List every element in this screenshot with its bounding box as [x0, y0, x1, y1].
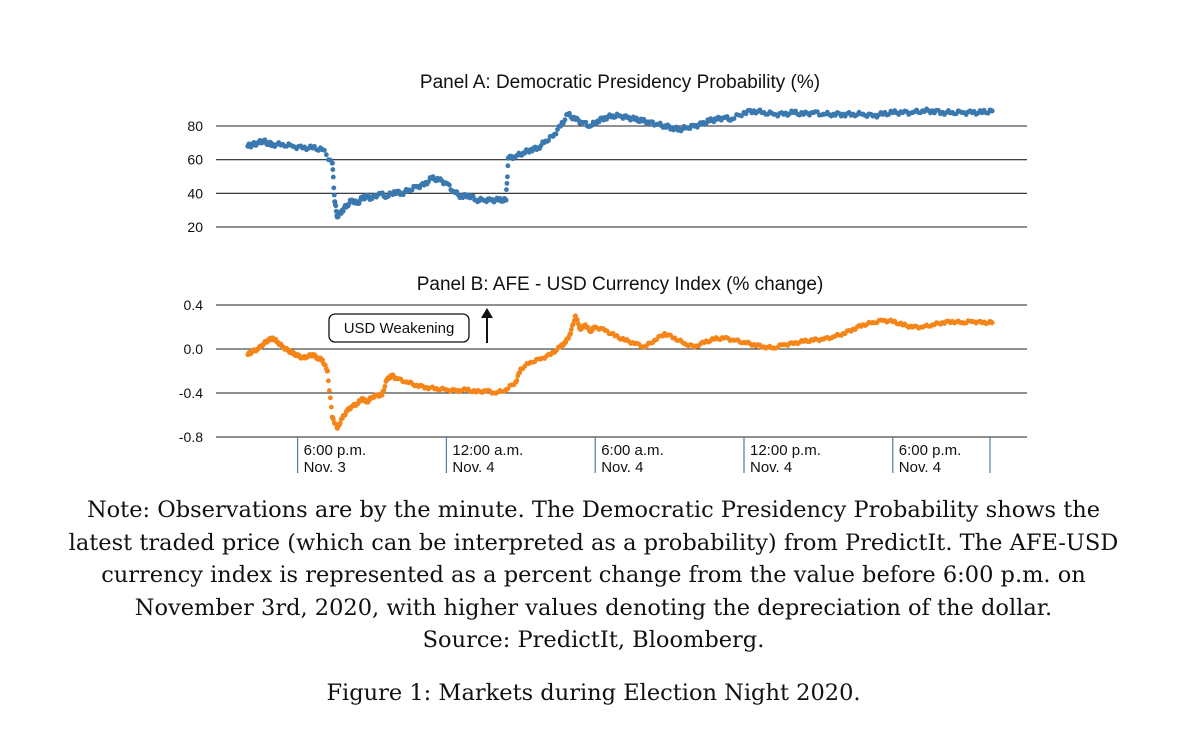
panel-b-data-point	[337, 420, 343, 426]
note-line: Note: Observations are by the minute. Th…	[86, 497, 1101, 523]
x-tick-label: 6:00 a.m.	[601, 442, 664, 459]
panel-b-data-point	[327, 395, 333, 401]
x-tick-sublabel: Nov. 4	[750, 459, 792, 476]
x-axis: 6:00 p.m.Nov. 312:00 a.m.Nov. 46:00 a.m.…	[297, 437, 991, 476]
panel-a-data-point	[503, 197, 509, 203]
panel-b-title: Panel B: AFE - USD Currency Index (% cha…	[417, 274, 824, 295]
panel-a-data-point	[333, 203, 339, 209]
x-tick-label: 12:00 a.m.	[452, 442, 523, 459]
panel-b-data-point	[328, 404, 334, 410]
panel-a-data-point	[553, 131, 559, 137]
panel-a-y-tick-label: 80	[187, 118, 203, 134]
panel-a-y-tick-label: 20	[187, 219, 203, 235]
annotation-box	[328, 313, 470, 343]
x-tick-sublabel: Nov. 4	[452, 459, 494, 476]
panel-a-data-point	[330, 174, 336, 180]
x-tick-sublabel: Nov. 4	[601, 459, 643, 476]
figure-caption: Figure 1: Markets during Election Night …	[326, 680, 861, 706]
panel-a-grid	[216, 125, 1027, 228]
panel-b-data-point	[379, 392, 385, 398]
panel-a-data-point	[385, 194, 391, 199]
figure: Panel A: Democratic Presidency Probabili…	[179, 72, 1027, 476]
panel-a-title: Panel A: Democratic Presidency Probabili…	[420, 72, 820, 93]
panel-b-data-point	[574, 317, 580, 323]
panel-b-data-point	[325, 378, 331, 384]
note-line: November 3rd, 2020, with higher values d…	[134, 594, 1053, 621]
panel-a-data-point	[504, 180, 510, 186]
note-line: currency index is represented as a perce…	[101, 562, 1086, 588]
panel-b-y-tick-label: -0.4	[179, 385, 203, 401]
panel-a-y-tick-label: 60	[187, 152, 203, 168]
panel-b-points	[245, 313, 995, 431]
panel-a-y-ticks: 80 60 40 20	[187, 118, 203, 235]
panel-b-y-tick-label: 0.4	[184, 297, 204, 313]
panel-a-data-point	[504, 187, 509, 193]
panel-a-data-point	[505, 163, 511, 169]
panel-b-data-point	[989, 320, 995, 326]
panel-b-y-tick-label: -0.8	[179, 429, 203, 445]
panel-a-data-point	[546, 138, 551, 143]
panel-a-data-point	[446, 182, 452, 188]
up-arrow-head-icon	[481, 308, 493, 318]
panel-a-data-point	[596, 119, 602, 125]
panel-a-data-point	[335, 214, 341, 220]
panel-b-grid	[216, 304, 1027, 438]
panel-a-data-point	[567, 110, 572, 116]
panel-a-y-tick-label: 40	[187, 185, 203, 201]
panel-a-data-point	[562, 117, 568, 123]
x-tick-label: 6:00 p.m.	[304, 442, 367, 459]
panel-a-points	[245, 106, 995, 220]
x-tick-label: 6:00 p.m.	[899, 442, 962, 459]
panel-a-data-point	[409, 187, 415, 193]
note-source: Source: PredictIt, Bloomberg.	[422, 627, 765, 653]
x-tick-sublabel: Nov. 4	[899, 459, 941, 476]
panel-b-data-point	[326, 388, 332, 393]
panel-b-data-point	[514, 378, 520, 383]
figure-note: Note: Observations are by the minute. Th…	[40, 494, 1147, 657]
panel-b-y-ticks: 0.4 0.0 -0.4 -0.8	[179, 297, 203, 445]
panel-a-data-point	[989, 108, 995, 114]
panel-a-data-point	[731, 116, 737, 121]
panel-a-data-point	[321, 147, 327, 153]
panel-a-data-point	[340, 208, 346, 214]
x-tick-label: 12:00 p.m.	[750, 442, 821, 459]
panel-a-data-point	[426, 179, 431, 184]
x-tick-sublabel: Nov. 3	[304, 459, 346, 476]
panel-a-data-point	[331, 185, 337, 191]
panel-b-data-point	[382, 383, 388, 389]
panel-a-data-point	[323, 152, 329, 158]
usd-weakening-annotation: USD Weakening	[328, 308, 493, 343]
panel-a-data-point	[470, 193, 476, 199]
note-line: latest traded price (which can be interp…	[68, 529, 1119, 556]
panel-b-data-point	[381, 387, 387, 393]
panel-b-data-point	[330, 416, 336, 422]
annotation-label: USD Weakening	[344, 320, 455, 337]
panel-b-data-point	[568, 327, 574, 332]
panel-a-data-point	[329, 160, 335, 166]
panel-b-data-point	[567, 331, 574, 337]
panel-b-data-point	[575, 321, 581, 327]
panel-b-y-tick-label: 0.0	[184, 341, 204, 357]
panel-a-data-point	[583, 119, 589, 125]
panel-a-data-point	[331, 192, 337, 198]
panel-b-data-point	[324, 368, 330, 374]
panel-a-data-point	[330, 167, 336, 172]
panel-a-data-point	[505, 174, 510, 180]
